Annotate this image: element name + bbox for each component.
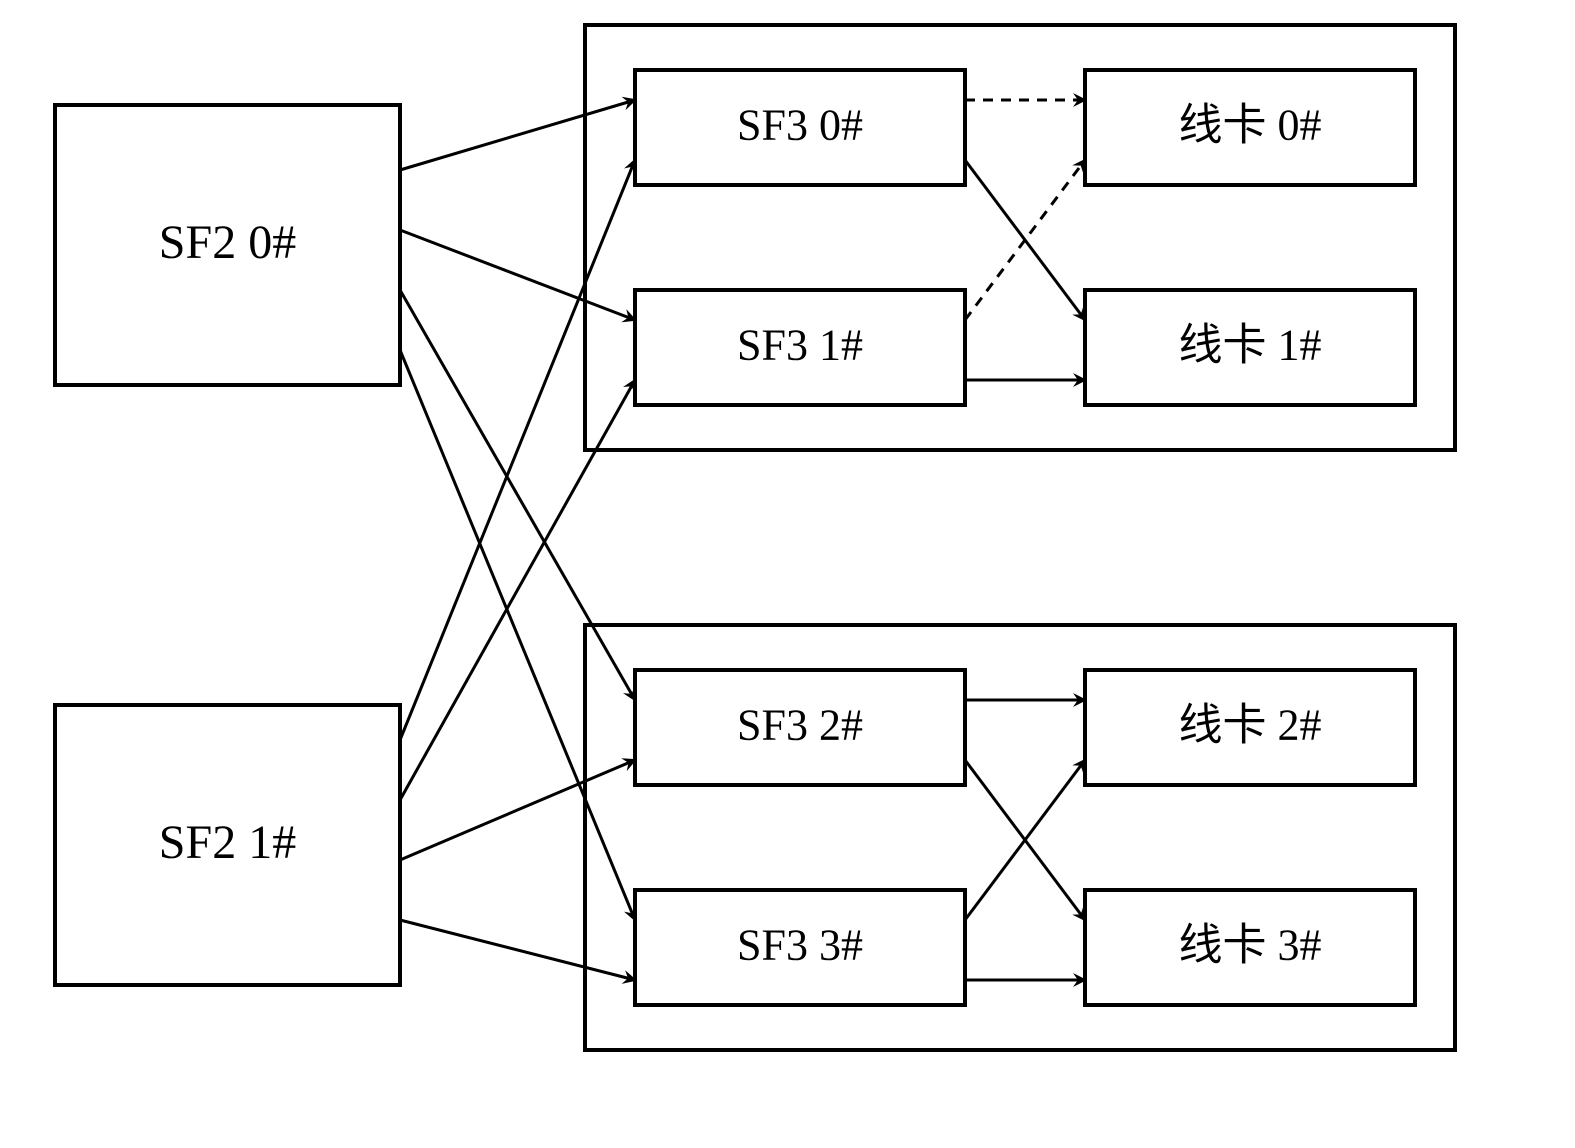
node-label-lc_0: 线卡 0#: [1179, 101, 1322, 150]
node-label-sf3_2: SF3 2#: [737, 701, 863, 750]
edge: [400, 760, 635, 860]
node-label-sf3_0: SF3 0#: [737, 101, 863, 150]
edge: [400, 920, 635, 980]
edge: [400, 350, 635, 920]
node-label-sf3_1: SF3 1#: [737, 321, 863, 370]
node-label-sf3_3: SF3 3#: [737, 921, 863, 970]
node-label-sf2_0: SF2 0#: [159, 216, 296, 269]
edge: [400, 100, 635, 170]
node-label-sf2_1: SF2 1#: [159, 816, 296, 869]
diagram-root: SF2 0# SF2 1# SF3 0# SF3 1# SF3 2# SF3 3# 线卡 0…: [0, 0, 1575, 1148]
diagram-svg: SF2 0# SF2 1# SF3 0# SF3 1# SF3 2# SF3 3# 线卡 0…: [0, 0, 1575, 1148]
edge: [400, 380, 635, 800]
node-label-lc_2: 线卡 2#: [1179, 701, 1322, 750]
node-label-lc_1: 线卡 1#: [1179, 321, 1322, 370]
node-label-lc_3: 线卡 3#: [1179, 921, 1322, 970]
